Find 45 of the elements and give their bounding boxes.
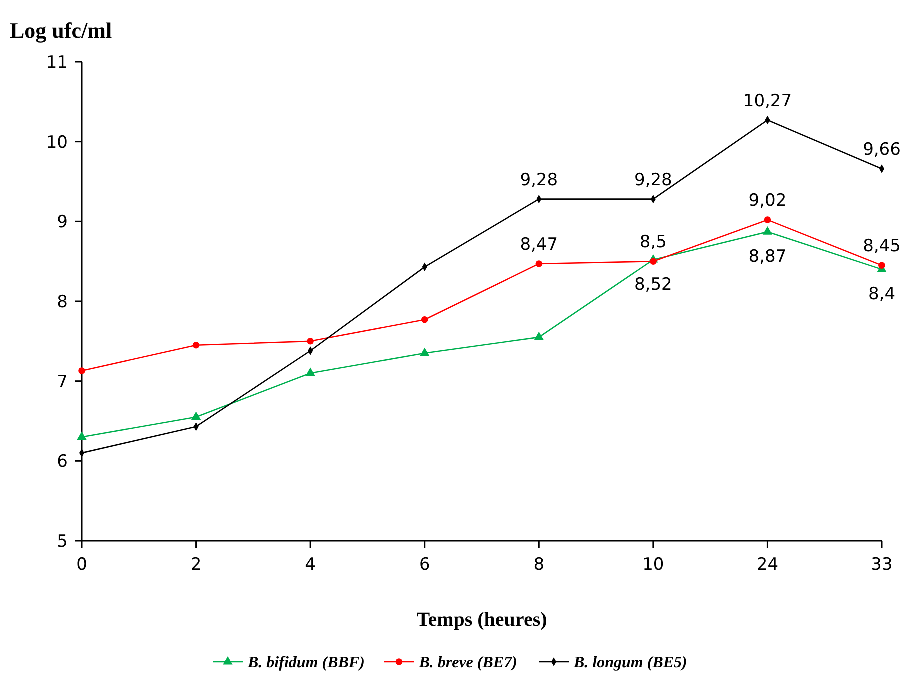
point — [191, 412, 202, 420]
y-axis-title: Log ufc/ml — [10, 18, 112, 43]
y-tick-label: 6 — [57, 452, 68, 472]
y-tick-label: 9 — [57, 212, 68, 233]
point — [762, 226, 773, 235]
data-label: 8,87 — [748, 247, 787, 268]
data-label: 8,52 — [634, 274, 672, 295]
legend-label: B. bifidum (BBF) — [247, 654, 365, 672]
data-label: 8,4 — [868, 284, 896, 305]
data-label: 9,28 — [520, 170, 558, 190]
x-tick-label: 2 — [190, 555, 202, 575]
y-tick-label: 11 — [46, 52, 68, 73]
data-label: 9,66 — [863, 140, 901, 160]
x-tick-label: 24 — [756, 555, 779, 575]
point — [878, 262, 886, 269]
y-tick-label: 5 — [57, 532, 68, 552]
x-tick-label: 33 — [871, 555, 893, 575]
data-label: 10,27 — [743, 91, 792, 112]
point — [650, 258, 657, 265]
data-label: 9,02 — [748, 191, 787, 212]
point — [534, 332, 544, 340]
x-tick-label: 0 — [76, 555, 88, 575]
y-tick-label: 8 — [57, 292, 68, 312]
legend-label: B. breve (BE7) — [418, 654, 518, 672]
y-tick-label: 10 — [46, 132, 68, 153]
point — [307, 338, 314, 345]
point — [192, 342, 200, 349]
data-label: 8,5 — [640, 232, 667, 253]
data-label: 9,28 — [634, 170, 672, 190]
point — [306, 368, 316, 376]
point — [536, 260, 543, 268]
point — [420, 348, 430, 356]
data-label: 8,47 — [520, 234, 558, 255]
point — [77, 432, 87, 440]
x-tick-label: 10 — [642, 555, 664, 575]
x-axis-title: Temps (heures) — [416, 609, 548, 631]
x-tick-label: 4 — [305, 555, 316, 575]
point — [78, 368, 86, 374]
legend-label: B. longum (BE5) — [573, 654, 688, 672]
y-tick-label: 7 — [57, 372, 68, 392]
x-tick-label: 6 — [419, 555, 430, 575]
point — [764, 216, 772, 224]
x-tick-label: 8 — [534, 555, 545, 575]
point — [421, 316, 428, 324]
data-label: 8,45 — [863, 236, 901, 257]
